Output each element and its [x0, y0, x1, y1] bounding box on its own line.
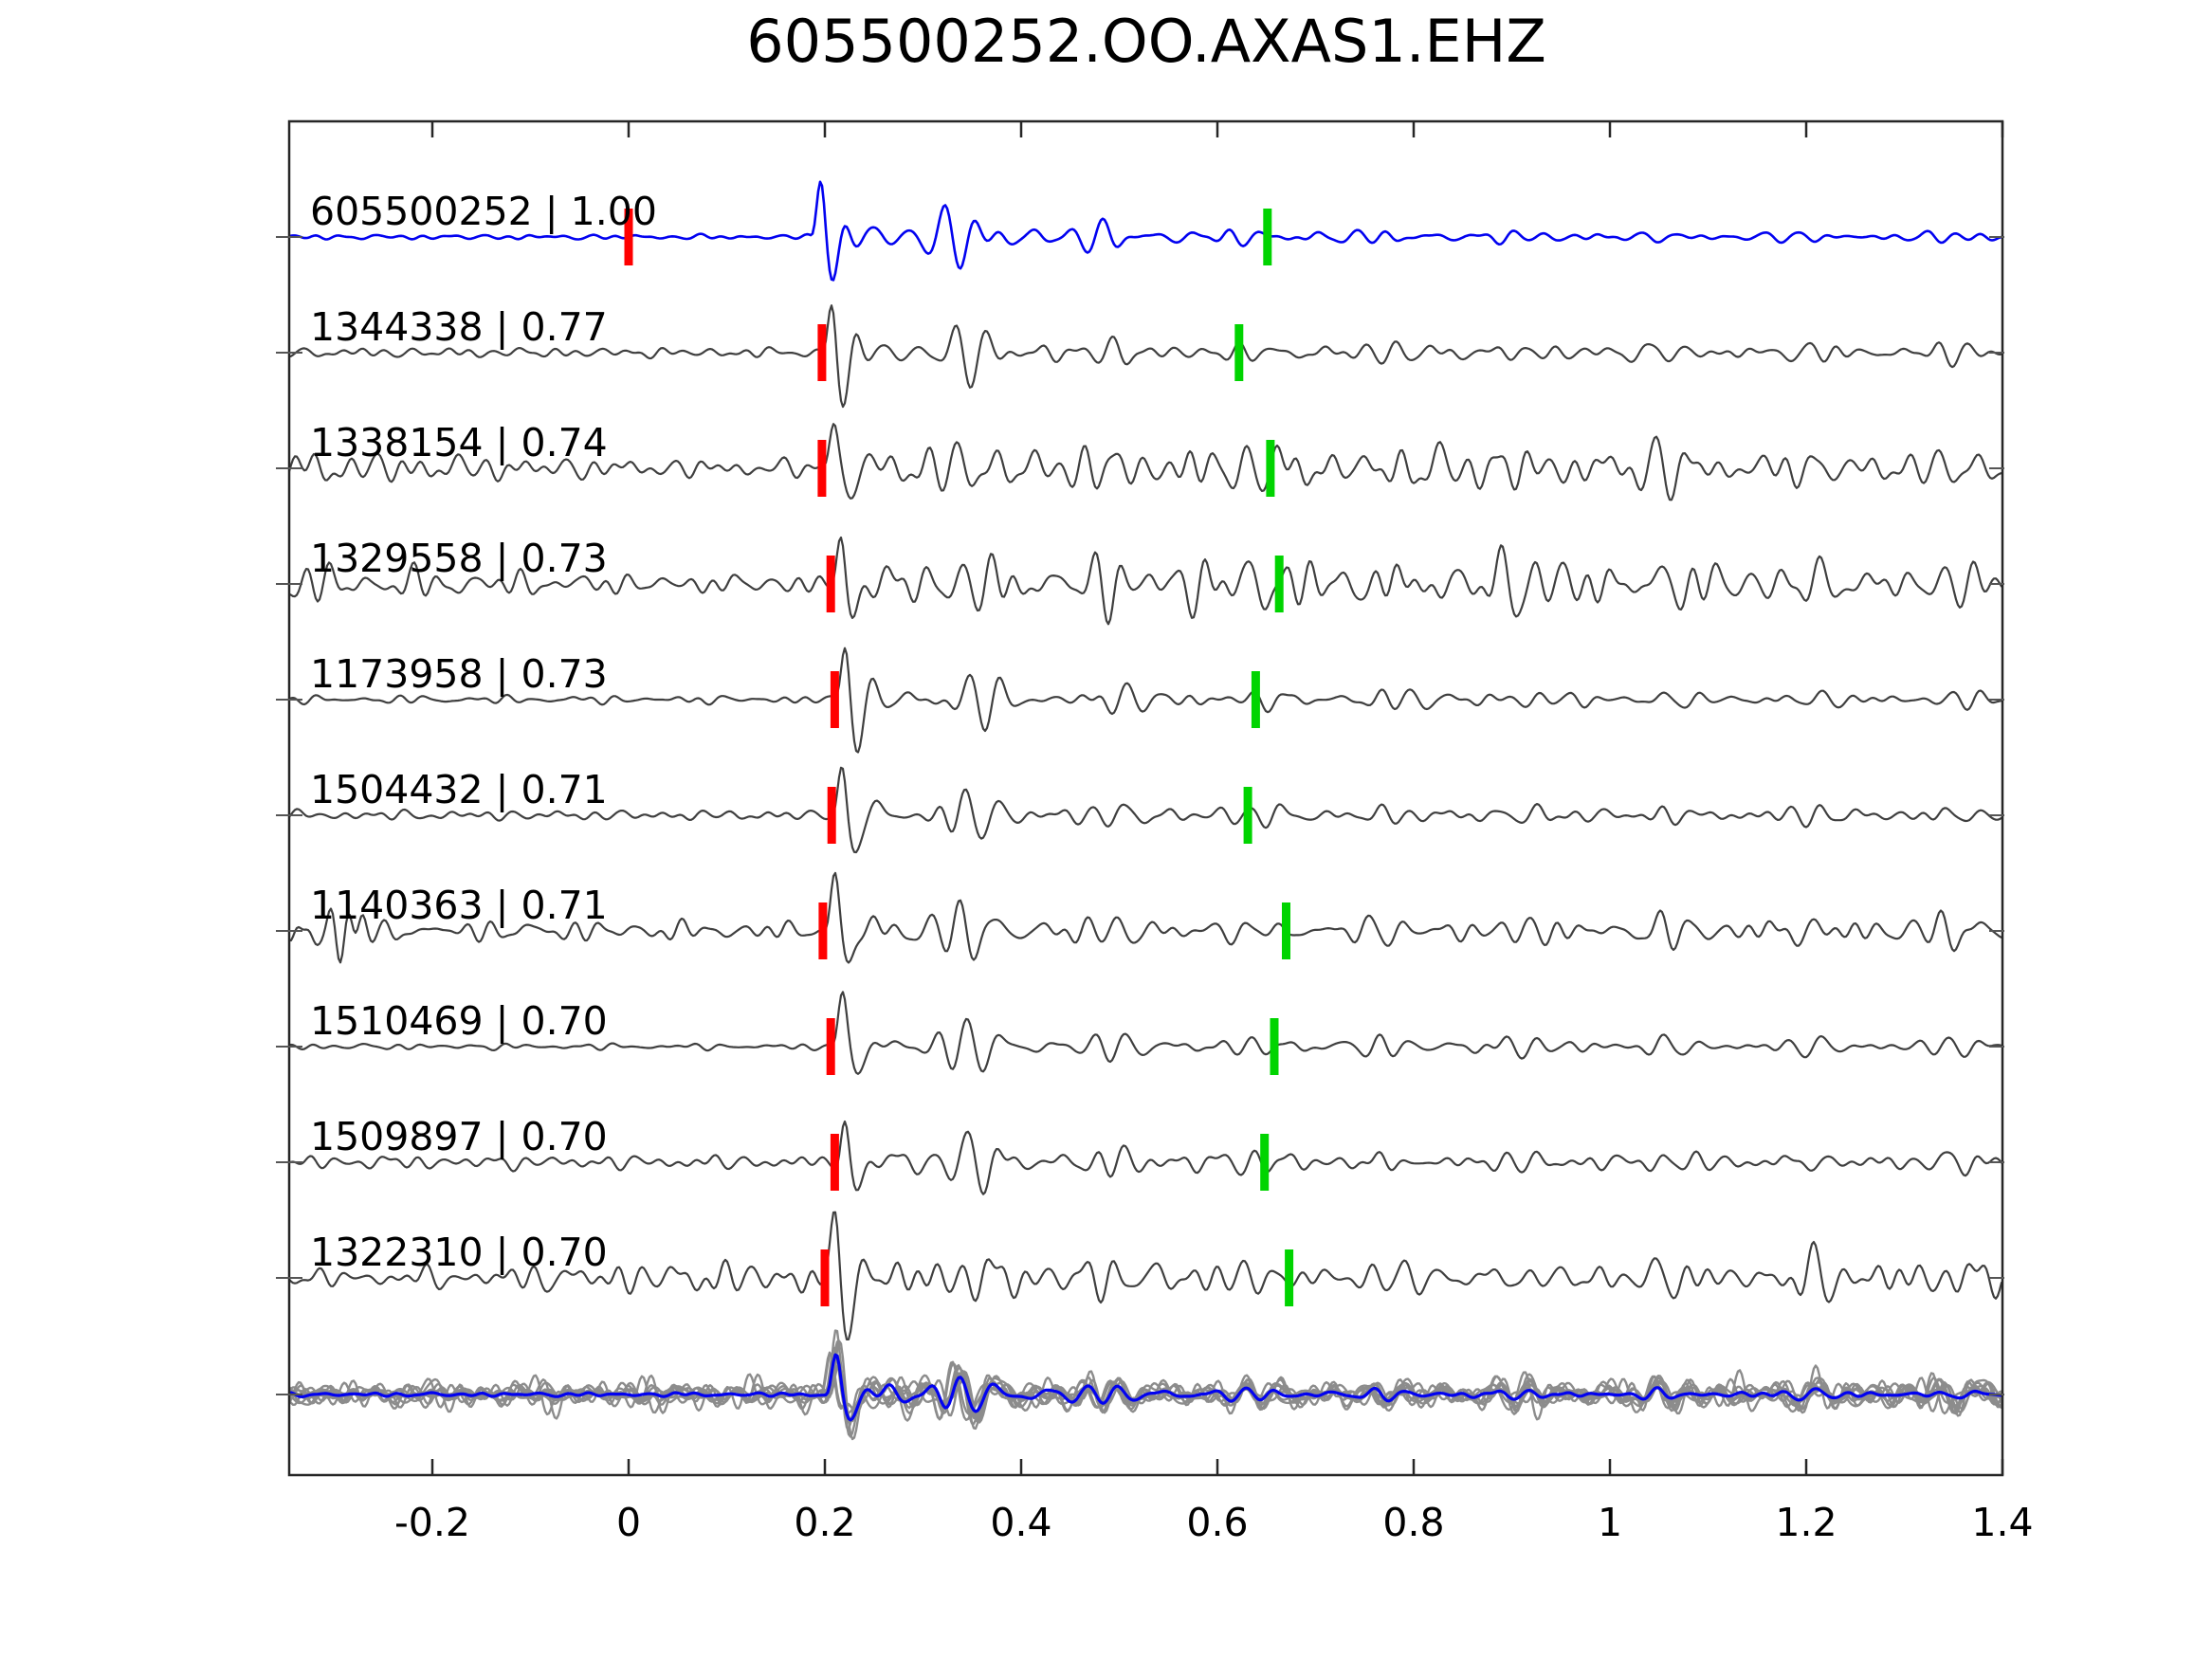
detection-waveform: [290, 766, 2002, 854]
x-tick-label: 0.4: [990, 1500, 1052, 1545]
trace-label: 605500252 | 1.00: [310, 189, 657, 234]
x-tick-label: 0.6: [1186, 1500, 1249, 1545]
green-pick-marker: [1263, 209, 1272, 265]
stack-member-waveform: [290, 1329, 2002, 1431]
x-tick-label: -0.2: [394, 1500, 470, 1545]
red-pick-marker: [817, 324, 827, 381]
trace-label: 1329558 | 0.73: [310, 536, 608, 581]
x-tick-label: 0.2: [794, 1500, 856, 1545]
red-pick-marker: [818, 902, 828, 959]
red-pick-marker: [827, 787, 836, 844]
green-pick-marker: [1270, 1018, 1279, 1075]
x-tick-label: 1.2: [1775, 1500, 1837, 1545]
plot-border: [287, 119, 2004, 1477]
green-pick-marker: [1243, 787, 1252, 844]
x-tick-label: 0.8: [1382, 1500, 1445, 1545]
green-pick-marker: [1251, 671, 1260, 728]
detection-waveform: [290, 1120, 2002, 1195]
green-pick-marker: [1260, 1134, 1270, 1191]
template-waveform: [290, 180, 2002, 282]
green-pick-marker: [1282, 902, 1290, 959]
trace-label: 1504432 | 0.71: [310, 767, 608, 812]
trace-label: 1344338 | 0.77: [310, 304, 608, 350]
red-pick-marker: [624, 209, 633, 265]
chart-title: 605500252.OO.AXAS1.EHZ: [746, 7, 1546, 76]
detection-waveform: [290, 647, 2002, 754]
trace-label: 1509897 | 0.70: [310, 1114, 608, 1159]
x-tick-label: 1.4: [1971, 1500, 2034, 1545]
detection-waveform: [290, 1211, 2002, 1341]
x-tick-label: 1: [1597, 1500, 1623, 1545]
green-pick-marker: [1266, 440, 1275, 497]
trace-label: 1510469 | 0.70: [310, 998, 608, 1044]
green-pick-marker: [1234, 324, 1244, 381]
x-tick-label: 0: [615, 1500, 642, 1545]
trace-label: 1322310 | 0.70: [310, 1230, 608, 1275]
trace-label: 1173958 | 0.73: [310, 651, 608, 697]
trace-label: 1140363 | 0.71: [310, 883, 608, 928]
red-pick-marker: [826, 556, 835, 612]
detection-waveform: [290, 991, 2002, 1075]
green-pick-marker: [1274, 556, 1284, 612]
green-pick-marker: [1285, 1249, 1294, 1306]
red-pick-marker: [830, 1134, 839, 1191]
trace-label: 1338154 | 0.74: [310, 420, 608, 465]
stack-mean-waveform: [290, 1353, 2002, 1422]
detection-waveform: [290, 304, 2002, 409]
detection-waveform: [290, 536, 2002, 626]
waveforms-group: [290, 180, 2002, 1441]
detection-waveform: [290, 423, 2002, 501]
detection-waveform: [290, 871, 2002, 964]
red-pick-marker: [830, 671, 839, 728]
stack-member-waveform: [290, 1364, 2002, 1424]
red-pick-marker: [820, 1249, 830, 1306]
red-pick-marker: [826, 1018, 835, 1075]
red-pick-marker: [817, 440, 827, 497]
